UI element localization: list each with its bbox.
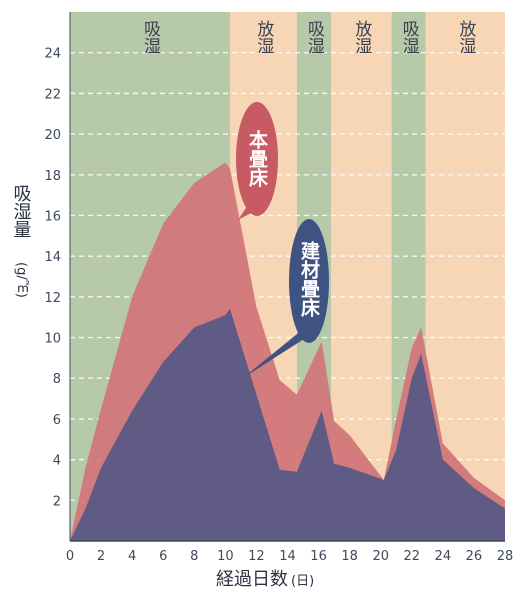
x-tick-label: 8 [190, 549, 198, 564]
x-tick-label: 18 [341, 549, 358, 564]
axes [69, 12, 505, 542]
band-label-4: 吸湿 [399, 20, 420, 54]
area-series-1 [70, 309, 505, 541]
band-label-0: 吸湿 [140, 20, 161, 54]
x-tick-label: 10 [217, 549, 234, 564]
x-tick-label: 12 [248, 549, 265, 564]
x-tick-label: 0 [66, 549, 74, 564]
y-tick-label: 12 [44, 291, 61, 306]
x-tick-label: 2 [97, 549, 105, 564]
x-tick-label: 14 [279, 549, 296, 564]
y-tick-label: 18 [44, 169, 61, 184]
y-tick-label: 6 [53, 413, 61, 428]
area-series [70, 162, 505, 542]
callout-label: 建材畳床 [298, 240, 320, 318]
y-tick-label: 10 [44, 332, 61, 347]
x-tick-label: 22 [404, 549, 421, 564]
band-label-1: 放湿 [253, 20, 274, 54]
y-axis-title: 吸湿量 (g/㎡) [11, 184, 32, 298]
y-tick-label: 24 [44, 47, 61, 62]
y-tick-label: 14 [44, 250, 61, 265]
y-tick-label: 8 [53, 372, 61, 387]
x-axis-unit: (日) [291, 574, 314, 589]
band-label-5: 放湿 [455, 20, 476, 54]
x-tick-label: 24 [435, 549, 452, 564]
x-axis-title: 経過日数 (日) [216, 569, 314, 590]
y-axis-label: 吸湿量 [11, 184, 32, 238]
x-tick-label: 4 [128, 549, 136, 564]
callout-bubble [236, 102, 278, 216]
callout-bubble [289, 219, 329, 343]
band-label-2: 吸湿 [304, 20, 325, 54]
y-tick-label: 2 [53, 494, 61, 509]
x-axis-label: 経過日数 [216, 569, 288, 590]
x-tick-label: 16 [310, 549, 327, 564]
band-labels: 吸湿 放湿 吸湿 放湿 吸湿 放湿 [140, 20, 476, 54]
x-tick-label: 28 [497, 549, 514, 564]
x-tick-label: 20 [372, 549, 389, 564]
callout-0: 本畳床 [236, 102, 278, 220]
y-tick-label: 22 [44, 87, 61, 102]
y-tick-label: 16 [44, 209, 61, 224]
band-label-3: 放湿 [351, 20, 372, 54]
x-tick-label: 6 [159, 549, 167, 564]
y-axis-unit: (g/㎡) [14, 262, 29, 298]
y-tick-label: 20 [44, 128, 61, 143]
x-tick-label: 26 [466, 549, 483, 564]
callout-1: 建材畳床 [243, 219, 329, 378]
callout-tail [243, 330, 318, 378]
x-tick-labels: 0 2 4 6 8 10 12 14 16 18 20 22 24 26 28 [66, 549, 513, 564]
callout-label: 本畳床 [246, 129, 268, 188]
y-tick-label: 4 [53, 454, 61, 469]
